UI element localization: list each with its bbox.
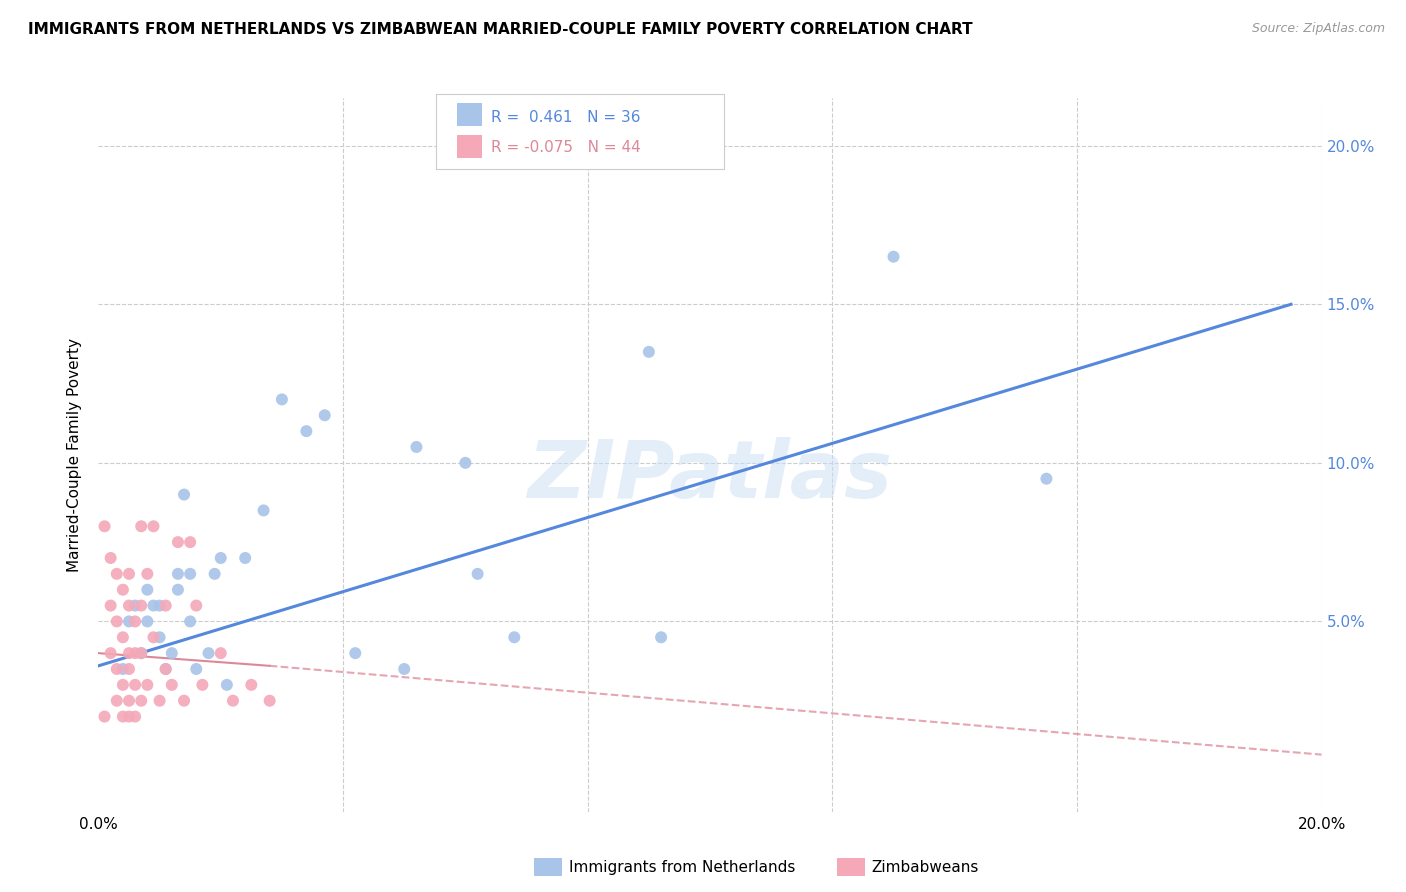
Point	[167, 582, 190, 597]
Point	[149, 630, 172, 644]
Point	[314, 409, 336, 423]
Point	[233, 551, 256, 566]
Text: ZIPatlas: ZIPatlas	[527, 437, 893, 516]
Point	[405, 440, 427, 454]
Text: Source: ZipAtlas.com: Source: ZipAtlas.com	[1251, 22, 1385, 36]
Point	[142, 519, 165, 533]
Point	[270, 392, 292, 407]
Point	[136, 615, 159, 629]
Point	[149, 599, 172, 613]
Point	[1035, 472, 1057, 486]
Point	[142, 599, 165, 613]
Point	[111, 630, 134, 644]
Point	[204, 566, 226, 581]
Point	[124, 615, 146, 629]
Point	[650, 630, 672, 644]
Point	[118, 709, 141, 723]
Point	[191, 678, 214, 692]
Point	[160, 646, 183, 660]
Point	[179, 615, 201, 629]
Point	[222, 694, 245, 708]
Point	[186, 662, 208, 676]
Point	[124, 678, 146, 692]
Point	[209, 551, 232, 566]
Point	[124, 599, 146, 613]
Point	[105, 566, 128, 581]
Point	[259, 694, 281, 708]
Point	[136, 582, 159, 597]
Point	[118, 646, 141, 660]
Point	[124, 646, 146, 660]
Point	[149, 694, 172, 708]
Point	[167, 566, 190, 581]
Point	[118, 694, 141, 708]
Point	[118, 566, 141, 581]
Point	[155, 662, 177, 676]
Point	[105, 615, 128, 629]
Point	[93, 519, 115, 533]
Point	[129, 599, 152, 613]
Point	[197, 646, 219, 660]
Point	[179, 535, 201, 549]
Point	[118, 662, 141, 676]
Point	[129, 646, 152, 660]
Point	[100, 646, 122, 660]
Point	[100, 551, 122, 566]
Point	[129, 646, 152, 660]
Point	[105, 694, 128, 708]
Point	[111, 582, 134, 597]
Point	[136, 566, 159, 581]
Point	[467, 566, 489, 581]
Point	[111, 662, 134, 676]
Text: IMMIGRANTS FROM NETHERLANDS VS ZIMBABWEAN MARRIED-COUPLE FAMILY POVERTY CORRELAT: IMMIGRANTS FROM NETHERLANDS VS ZIMBABWEA…	[28, 22, 973, 37]
Point	[155, 662, 177, 676]
Point	[118, 615, 141, 629]
Point	[186, 599, 208, 613]
Point	[215, 678, 238, 692]
Point	[118, 599, 141, 613]
Point	[129, 519, 152, 533]
Text: R = -0.075   N = 44: R = -0.075 N = 44	[491, 140, 641, 154]
Point	[209, 646, 232, 660]
Point	[637, 344, 661, 359]
Point	[503, 630, 526, 644]
Point	[129, 694, 152, 708]
Point	[105, 662, 128, 676]
Text: R =  0.461   N = 36: R = 0.461 N = 36	[491, 111, 640, 125]
Text: Zimbabweans: Zimbabweans	[872, 860, 979, 874]
Point	[155, 599, 177, 613]
Point	[173, 694, 195, 708]
Point	[252, 503, 274, 517]
Point	[136, 678, 159, 692]
Point	[179, 566, 201, 581]
Point	[111, 678, 134, 692]
Point	[100, 599, 122, 613]
Point	[392, 662, 416, 676]
Point	[111, 709, 134, 723]
Text: Immigrants from Netherlands: Immigrants from Netherlands	[569, 860, 796, 874]
Point	[454, 456, 477, 470]
Point	[167, 535, 190, 549]
Point	[173, 487, 195, 501]
Point	[295, 424, 318, 438]
Point	[93, 709, 115, 723]
Y-axis label: Married-Couple Family Poverty: Married-Couple Family Poverty	[67, 338, 83, 572]
Point	[124, 709, 146, 723]
Point	[344, 646, 367, 660]
Point	[160, 678, 183, 692]
Point	[240, 678, 263, 692]
Point	[142, 630, 165, 644]
Point	[883, 250, 905, 264]
